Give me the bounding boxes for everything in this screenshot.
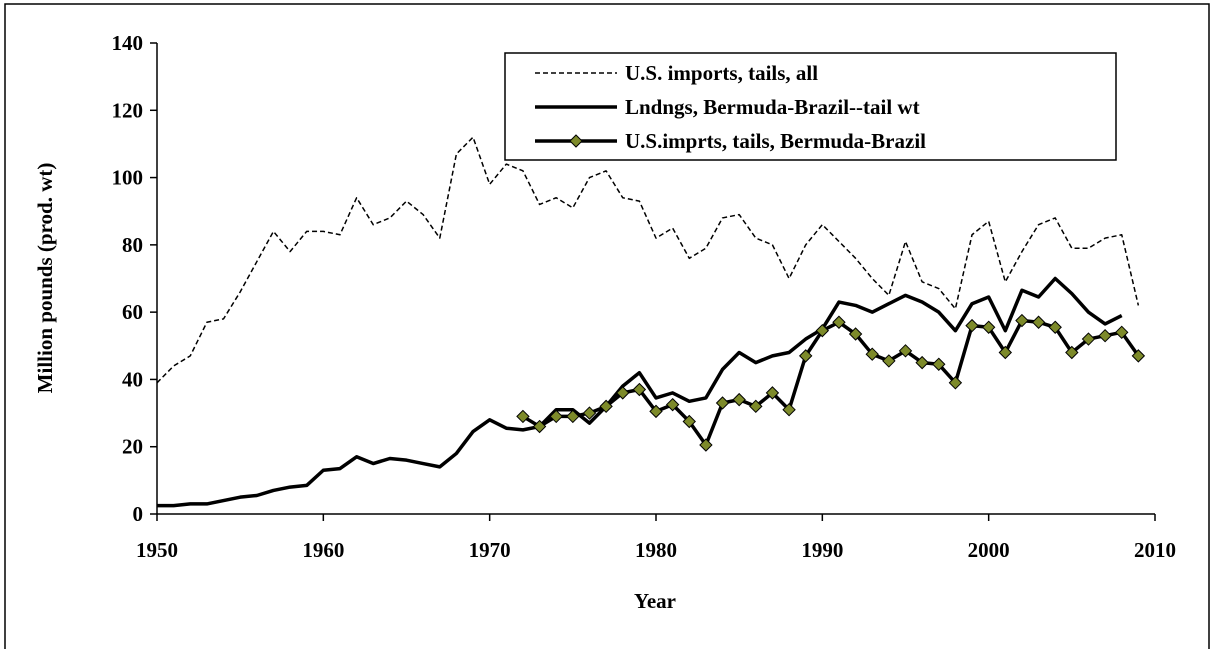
data-marker (1015, 313, 1029, 328)
y-tick-label: 80 (122, 233, 143, 257)
data-line (156, 136, 1140, 384)
data-marker (815, 323, 830, 338)
data-marker (1131, 349, 1146, 363)
data-marker (649, 404, 663, 419)
data-marker (965, 318, 979, 333)
data-marker (1098, 328, 1112, 343)
data-marker (1081, 332, 1096, 346)
data-marker (566, 409, 580, 424)
y-tick-label: 0 (133, 502, 144, 526)
legend-marker (569, 134, 583, 148)
data-marker (699, 438, 713, 452)
x-tick-label: 1970 (469, 538, 511, 562)
legend-label: U.S. imports, tails, all (625, 61, 818, 85)
y-tick-label: 120 (112, 98, 144, 122)
y-tick-label: 100 (112, 166, 144, 190)
x-tick-label: 1960 (302, 538, 344, 562)
data-line (157, 276, 1123, 508)
data-marker (616, 386, 630, 400)
data-marker (948, 376, 963, 390)
data-marker (882, 354, 896, 368)
data-marker (549, 409, 563, 424)
data-marker (1115, 325, 1129, 340)
data-marker (516, 409, 530, 424)
data-marker (932, 357, 946, 371)
y-tick-label: 20 (122, 435, 143, 459)
x-tick-label: 1980 (635, 538, 677, 562)
data-marker (715, 396, 730, 410)
data-marker (765, 386, 780, 400)
x-tick-label: 1990 (801, 538, 843, 562)
data-marker (665, 397, 680, 412)
data-marker (798, 349, 813, 363)
legend-label: U.S.imprts, tails, Bermuda-Brazil (625, 129, 926, 153)
data-marker (782, 402, 796, 417)
data-marker (682, 414, 696, 429)
data-marker (749, 399, 763, 414)
data-marker (632, 382, 647, 397)
data-marker (981, 320, 996, 334)
data-marker (898, 344, 913, 358)
data-marker (998, 345, 1013, 360)
x-axis-label: Year (634, 589, 676, 613)
frame (4, 3, 1210, 654)
y-axis-label: Million pounds (prod. wt) (33, 163, 57, 394)
data-marker (582, 406, 597, 420)
data-marker (532, 419, 547, 434)
data-marker (865, 347, 879, 361)
x-tick-label: 2010 (1134, 538, 1176, 562)
x-tick-label: 1950 (136, 538, 178, 562)
data-marker (1031, 315, 1046, 329)
legend-label: Lndngs, Bermuda-Brazil--tail wt (625, 95, 920, 119)
data-marker (832, 315, 846, 329)
data-marker (732, 392, 746, 407)
y-tick-label: 140 (112, 31, 144, 55)
data-line (522, 318, 1140, 447)
y-tick-label: 60 (122, 300, 143, 324)
data-marker (599, 399, 613, 414)
data-marker (1065, 345, 1079, 360)
x-tick-label: 2000 (968, 538, 1010, 562)
data-marker (915, 355, 929, 370)
data-marker (1048, 320, 1062, 334)
y-tick-label: 40 (122, 367, 143, 391)
data-marker (848, 327, 863, 341)
